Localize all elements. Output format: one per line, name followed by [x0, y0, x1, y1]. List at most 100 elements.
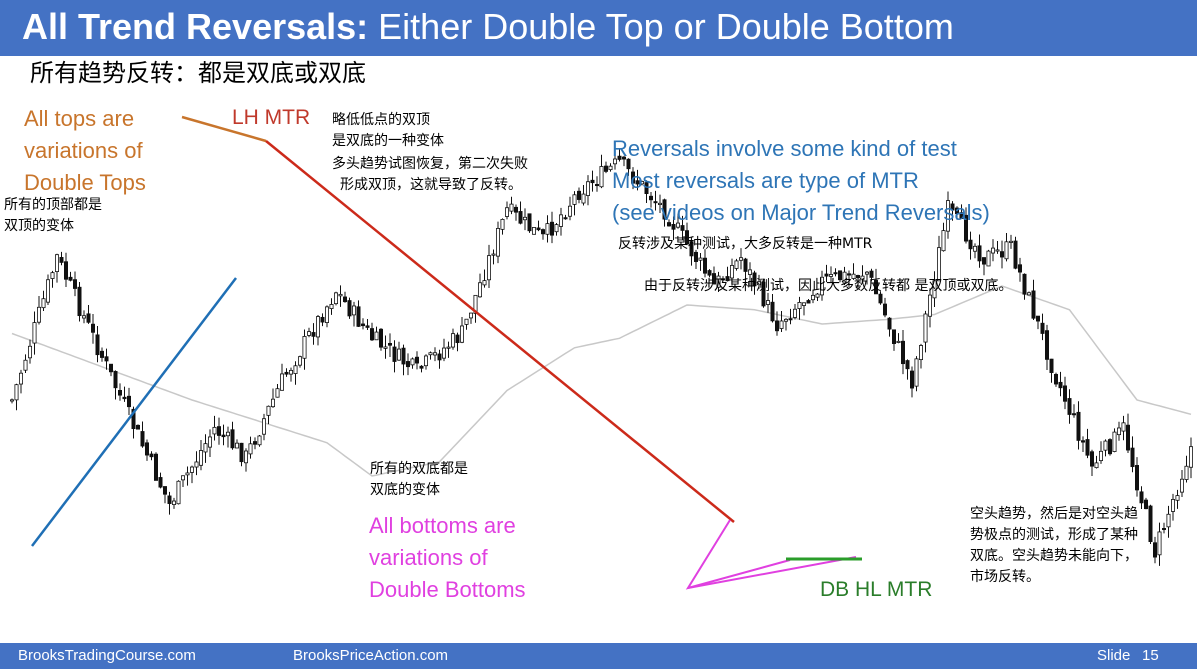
- bottoms-label-en: All bottoms are variations of Double Bot…: [369, 513, 526, 602]
- candle-body: [509, 203, 514, 212]
- candle-body: [770, 301, 775, 322]
- candle-body: [532, 227, 537, 235]
- candle-body: [356, 306, 361, 327]
- candle-body: [991, 247, 996, 254]
- candle-body: [1148, 505, 1153, 542]
- candle-body: [185, 472, 190, 476]
- db-hl-mtr-label: DB HL MTR: [820, 578, 933, 601]
- candle-body: [784, 318, 789, 322]
- candle-body: [1027, 292, 1032, 296]
- candle-body: [626, 158, 631, 170]
- candle-body: [306, 331, 311, 336]
- footer-site-left[interactable]: BrooksTradingCourse.com: [18, 647, 196, 664]
- candle-body: [734, 260, 739, 269]
- candle-body: [50, 272, 55, 279]
- candle-body: [347, 300, 352, 317]
- candle-body: [982, 257, 987, 265]
- candle-body: [851, 273, 856, 279]
- slide-title: All Trend Reversals: Either Double Top o…: [22, 6, 954, 47]
- candle-body: [91, 323, 96, 333]
- candle-body: [595, 184, 600, 187]
- candle-body: [342, 296, 347, 303]
- double-top-line: [181, 115, 267, 143]
- candle-body: [32, 322, 37, 344]
- candle-body: [1175, 495, 1180, 501]
- candle-body: [1090, 451, 1095, 467]
- candle-body: [1004, 241, 1009, 260]
- candle-body: [239, 442, 244, 463]
- candle-body: [698, 257, 703, 261]
- candle-body: [153, 453, 158, 481]
- candle-body: [1184, 465, 1189, 480]
- candle-body: [847, 273, 852, 276]
- candle-body: [14, 384, 19, 401]
- candle-body: [572, 194, 577, 205]
- candle-body: [1076, 411, 1081, 441]
- candle-body: [261, 418, 266, 435]
- candle-body: [198, 450, 203, 466]
- candle-body: [284, 371, 289, 375]
- footer-site-center[interactable]: BrooksPriceAction.com: [293, 647, 449, 664]
- candle-body: [1031, 290, 1036, 319]
- candle-body: [1180, 478, 1185, 493]
- candle-body: [833, 272, 838, 275]
- candle-body: [109, 363, 114, 373]
- candle-body: [959, 212, 964, 219]
- candle-body: [923, 313, 928, 343]
- candle-body: [514, 206, 519, 213]
- candle-body: [23, 359, 28, 371]
- candle-body: [477, 282, 482, 298]
- candle-body: [914, 358, 919, 387]
- candle-body: [491, 253, 496, 256]
- candle-body: [1166, 513, 1171, 528]
- candle-body: [757, 281, 762, 286]
- candle-body: [919, 345, 924, 361]
- candle-body: [257, 435, 262, 446]
- candle-body: [46, 279, 51, 303]
- candle-body: [131, 408, 136, 430]
- candle-body: [676, 222, 681, 228]
- candle-body: [118, 389, 123, 396]
- candle-body: [446, 346, 451, 349]
- candle-body: [464, 318, 469, 325]
- candle-body: [378, 328, 383, 348]
- candle-body: [1139, 491, 1144, 504]
- candle-body: [437, 353, 442, 361]
- candle-body: [1058, 381, 1063, 389]
- candle-body: [716, 275, 721, 288]
- candle-body: [1022, 273, 1027, 295]
- candle-body: [1162, 528, 1167, 531]
- candle-body: [225, 431, 230, 437]
- candle-body: [775, 320, 780, 332]
- candle-body: [41, 298, 46, 309]
- candle-body: [743, 258, 748, 272]
- candle-body: [482, 280, 487, 286]
- candle-body: [946, 200, 951, 232]
- bear-trend-line: [265, 140, 735, 523]
- lh-mtr-note-cn: 略低低点的双顶 是双底的一种变体 多头趋势试图恢复，第二次失败 形成双顶，这就导…: [332, 112, 528, 193]
- lh-mtr-label: LH MTR: [232, 106, 311, 129]
- candle-body: [905, 360, 910, 370]
- candle-body: [360, 323, 365, 327]
- reversals-note-cn-1: 反转涉及某种测试，大多反转是一种MTR: [618, 236, 873, 252]
- footer-bar: BrooksTradingCourse.com BrooksPriceActio…: [0, 643, 1197, 669]
- candle-body: [973, 245, 978, 252]
- title-bar: All Trend Reversals: Either Double Top o…: [0, 0, 1197, 56]
- candle-body: [374, 331, 379, 341]
- candle-body: [1067, 398, 1072, 415]
- candle-body: [680, 225, 685, 231]
- candle-body: [712, 273, 717, 285]
- candle-body: [1117, 427, 1122, 436]
- candle-body: [815, 293, 820, 298]
- candle-body: [694, 251, 699, 262]
- candle-body: [405, 361, 410, 368]
- candle-body: [279, 373, 284, 391]
- candle-body: [1013, 240, 1018, 269]
- candle-body: [414, 356, 419, 364]
- candle-body: [396, 348, 401, 361]
- candle-body: [1085, 439, 1090, 456]
- candle-body: [536, 227, 541, 231]
- candle-body: [55, 254, 60, 272]
- candle-body: [707, 270, 712, 276]
- candle-body: [221, 434, 226, 438]
